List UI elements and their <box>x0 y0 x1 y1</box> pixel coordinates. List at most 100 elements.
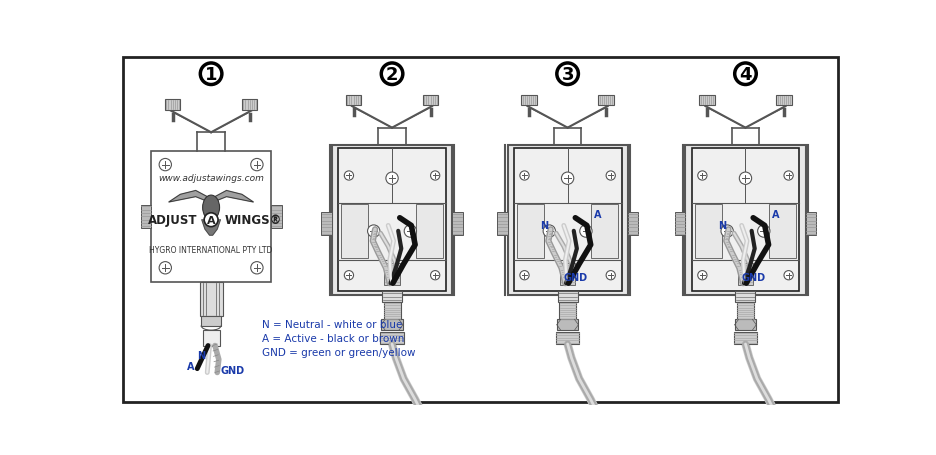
Circle shape <box>204 213 218 227</box>
Text: A = Active - black or brown: A = Active - black or brown <box>262 333 403 343</box>
Bar <box>737 263 753 285</box>
Bar <box>452 213 462 236</box>
Bar <box>513 149 621 291</box>
Text: N: N <box>197 350 206 360</box>
Bar <box>734 320 755 330</box>
Bar <box>382 291 402 303</box>
Bar <box>338 149 446 291</box>
Bar <box>698 95 714 106</box>
Bar <box>199 282 223 317</box>
Bar <box>416 205 443 258</box>
Bar <box>321 213 331 236</box>
Circle shape <box>200 64 222 86</box>
Bar <box>555 332 578 344</box>
Bar <box>556 320 578 330</box>
Circle shape <box>251 262 263 274</box>
Circle shape <box>783 172 793 181</box>
Bar <box>422 95 438 106</box>
Bar <box>627 213 637 236</box>
Polygon shape <box>201 220 220 236</box>
Bar <box>341 205 368 258</box>
Polygon shape <box>214 191 253 202</box>
Bar <box>557 291 577 303</box>
Circle shape <box>403 225 417 238</box>
Circle shape <box>344 271 353 280</box>
Bar <box>768 205 796 258</box>
Circle shape <box>606 172 615 181</box>
Text: 2: 2 <box>386 66 398 84</box>
Circle shape <box>697 271 707 280</box>
Bar <box>241 100 257 111</box>
Circle shape <box>757 225 769 238</box>
Text: GND: GND <box>563 273 587 283</box>
Text: A: A <box>771 210 779 220</box>
Text: N = Neutral - white or blue: N = Neutral - white or blue <box>262 319 402 329</box>
Circle shape <box>556 64 578 86</box>
Ellipse shape <box>202 196 219 220</box>
Bar <box>559 303 576 320</box>
Bar <box>805 213 815 236</box>
Circle shape <box>386 172 398 185</box>
Circle shape <box>381 64 402 86</box>
Text: N: N <box>717 220 725 230</box>
Text: 1: 1 <box>205 66 217 84</box>
Bar <box>381 320 402 330</box>
Bar <box>384 263 400 285</box>
Circle shape <box>739 172 751 185</box>
Bar <box>591 205 618 258</box>
Text: GND: GND <box>220 365 244 375</box>
Bar <box>380 332 403 344</box>
Circle shape <box>783 271 793 280</box>
Text: 3: 3 <box>561 66 573 84</box>
Bar <box>775 95 791 106</box>
Circle shape <box>720 225 733 238</box>
Bar <box>517 205 543 258</box>
Text: N: N <box>539 220 548 230</box>
Bar <box>271 205 281 228</box>
Bar <box>737 303 753 320</box>
Bar <box>694 205 721 258</box>
Bar <box>383 303 400 320</box>
Bar <box>735 291 754 303</box>
Polygon shape <box>168 191 207 202</box>
Circle shape <box>734 64 755 86</box>
Circle shape <box>159 262 171 274</box>
Text: 4: 4 <box>739 66 751 84</box>
Circle shape <box>159 159 171 172</box>
Bar <box>202 330 219 346</box>
Bar <box>685 145 805 295</box>
Bar <box>331 145 452 295</box>
Circle shape <box>606 271 615 280</box>
Bar <box>560 263 575 285</box>
Circle shape <box>367 225 379 238</box>
Circle shape <box>543 225 555 238</box>
Text: GND: GND <box>740 273 765 283</box>
Circle shape <box>561 172 573 185</box>
Bar <box>674 213 685 236</box>
Circle shape <box>579 225 592 238</box>
Circle shape <box>697 172 707 181</box>
Text: ADJUST: ADJUST <box>148 214 197 227</box>
Circle shape <box>430 172 439 181</box>
Text: A: A <box>207 215 215 225</box>
Text: GND = green or green/yellow: GND = green or green/yellow <box>262 347 415 357</box>
Bar <box>165 100 180 111</box>
Circle shape <box>519 271 529 280</box>
Circle shape <box>344 172 353 181</box>
Text: WINGS®: WINGS® <box>225 214 282 227</box>
Bar <box>152 152 271 282</box>
Bar <box>345 95 361 106</box>
Bar <box>733 332 756 344</box>
Bar <box>507 145 627 295</box>
Bar <box>520 95 536 106</box>
Bar <box>496 213 507 236</box>
Bar <box>598 95 613 106</box>
Bar <box>691 149 798 291</box>
Bar <box>201 317 221 326</box>
Circle shape <box>251 159 263 172</box>
Text: A: A <box>186 361 194 371</box>
Text: A: A <box>593 210 601 220</box>
Bar <box>140 205 152 228</box>
Circle shape <box>430 271 439 280</box>
Text: HYGRO INTERNATIONAL PTY LTD: HYGRO INTERNATIONAL PTY LTD <box>149 245 272 254</box>
